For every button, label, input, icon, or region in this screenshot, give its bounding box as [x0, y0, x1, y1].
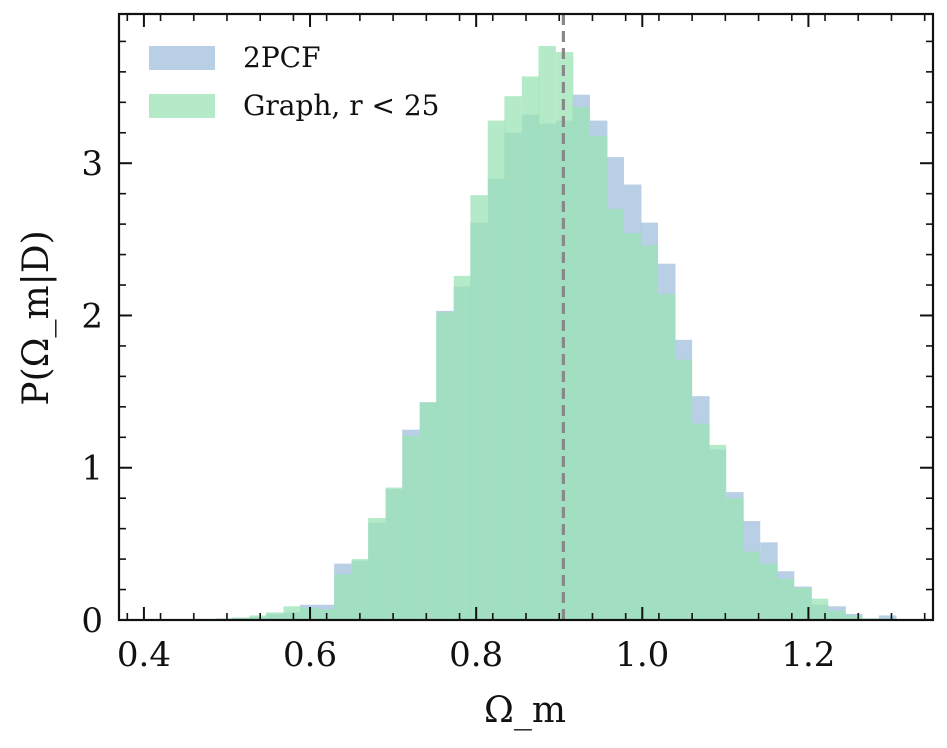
histogram-bar [844, 615, 863, 620]
histogram-bar [879, 615, 897, 620]
histogram-bar [470, 195, 488, 620]
x-tick-label: 1.2 [781, 635, 835, 675]
histogram-bar [283, 606, 301, 620]
x-tick-label: 0.8 [449, 635, 503, 675]
y-tick-label: 2 [81, 296, 103, 336]
histogram-bar [231, 617, 250, 620]
histogram-bar [538, 45, 556, 621]
legend-swatch-2pcf [149, 46, 215, 70]
legend: 2PCF Graph, r < 25 [149, 41, 439, 122]
histogram-bar [504, 96, 522, 621]
ticks-layer: 0.4 0.6 0.8 1.0 1.2 0 1 2 3 [81, 14, 933, 675]
histogram-bar [726, 498, 744, 620]
y-tick-label: 1 [81, 449, 103, 489]
histogram-bar [776, 578, 795, 620]
histogram-bar [794, 588, 812, 620]
legend-swatch-graph [149, 94, 215, 118]
histogram-bar [249, 615, 267, 620]
histogram-bar [708, 444, 727, 620]
histogram-bar [828, 610, 846, 620]
histogram-bar [385, 487, 404, 620]
histogram-bar [742, 551, 761, 620]
histogram-bar [521, 76, 540, 621]
histogram-bar [572, 106, 590, 620]
histogram-bar [419, 402, 438, 620]
plot-frame [117, 12, 935, 622]
histogram-bar [589, 135, 608, 620]
histogram-bar [555, 52, 574, 620]
histogram-bar [487, 120, 506, 620]
legend-label-2pcf: 2PCF [243, 41, 321, 74]
histogram-bar [658, 294, 676, 620]
bars-layer [197, 45, 897, 621]
histogram-bar [351, 559, 369, 620]
y-tick-label: 3 [81, 144, 103, 184]
legend-label-graph: Graph, r < 25 [243, 89, 439, 122]
histogram-bar [674, 359, 693, 620]
histogram-bar [640, 245, 659, 620]
x-tick-label: 1.0 [615, 635, 669, 675]
x-axis-label: Ω_m [484, 690, 566, 731]
y-tick-label: 0 [81, 601, 103, 641]
series-graph-bars [197, 45, 897, 621]
histogram-bar [334, 574, 352, 620]
histogram-bar [606, 208, 624, 620]
histogram-bar [453, 275, 472, 620]
histogram-bar [300, 607, 318, 620]
x-tick-label: 0.6 [283, 635, 337, 675]
histogram-bar [760, 563, 778, 620]
histogram-bar [266, 612, 284, 620]
histogram-bar [810, 598, 829, 620]
histogram-bar [624, 233, 642, 620]
x-tick-label: 0.4 [117, 635, 171, 675]
histogram-bar [368, 517, 386, 620]
histogram-bar [436, 312, 454, 620]
histogram-bar [402, 435, 420, 620]
histogram-bar [692, 423, 710, 620]
y-axis-label: P(Ω_m|D) [16, 230, 57, 405]
